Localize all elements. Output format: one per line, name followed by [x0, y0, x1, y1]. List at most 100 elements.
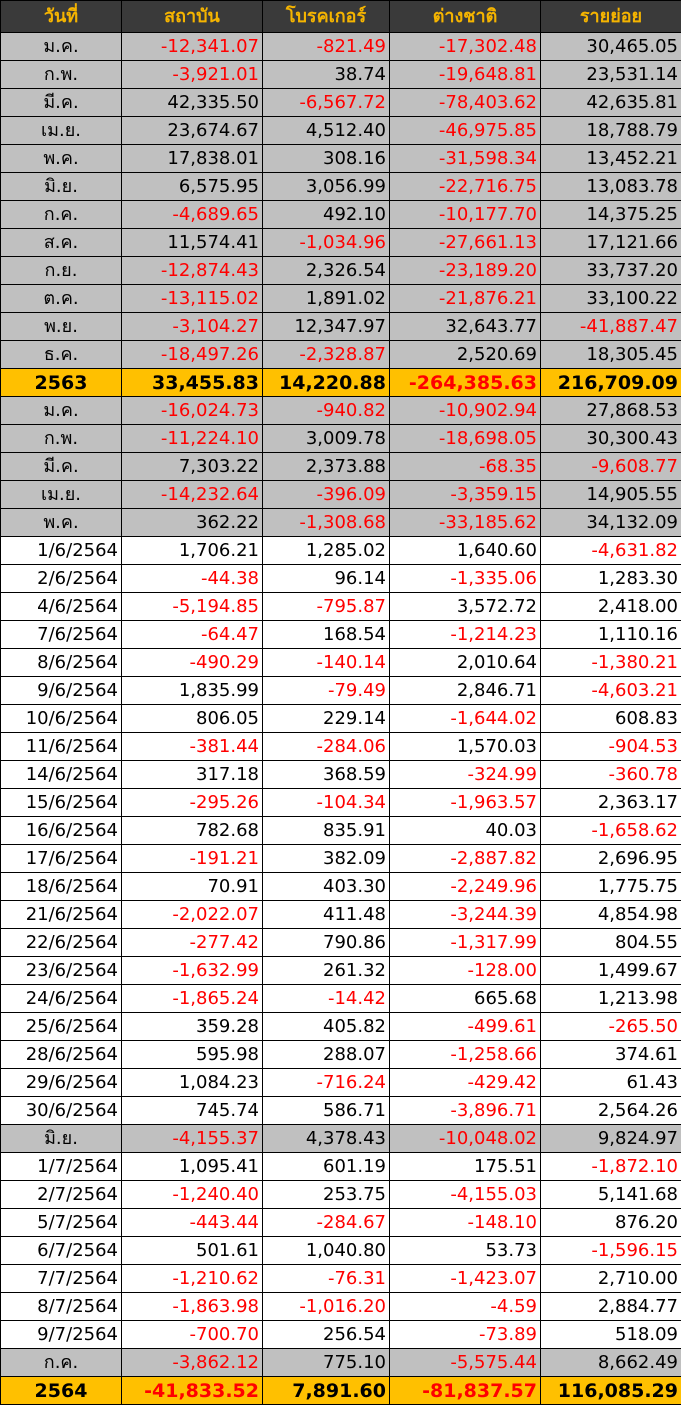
row-label: 6/7/2564: [1, 1237, 122, 1265]
cell-foreign: -22,716.75: [390, 173, 541, 201]
cell-institution: 23,674.67: [122, 117, 263, 145]
cell-institution: -18,497.26: [122, 341, 263, 369]
cell-foreign: -264,385.63: [390, 369, 541, 397]
cell-broker: 1,285.02: [263, 537, 390, 565]
cell-broker: -104.34: [263, 789, 390, 817]
cell-broker: 403.30: [263, 873, 390, 901]
cell-foreign: -31,598.34: [390, 145, 541, 173]
cell-retail: 1,110.16: [541, 621, 681, 649]
cell-broker: 3,009.78: [263, 425, 390, 453]
header-foreign: ต่างชาติ: [390, 1, 541, 33]
cell-institution: 1,835.99: [122, 677, 263, 705]
cell-foreign: -429.42: [390, 1069, 541, 1097]
cell-broker: 775.10: [263, 1349, 390, 1377]
cell-foreign: -3,896.71: [390, 1097, 541, 1125]
cell-foreign: -68.35: [390, 453, 541, 481]
cell-institution: -3,104.27: [122, 313, 263, 341]
cell-institution: -41,833.52: [122, 1377, 263, 1405]
cell-retail: -1,872.10: [541, 1153, 681, 1181]
cell-foreign: -2,887.82: [390, 845, 541, 873]
cell-institution: -3,921.01: [122, 61, 263, 89]
cell-retail: 116,085.29: [541, 1377, 681, 1405]
cell-foreign: -3,244.39: [390, 901, 541, 929]
cell-institution: 595.98: [122, 1041, 263, 1069]
cell-foreign: 665.68: [390, 985, 541, 1013]
cell-broker: 288.07: [263, 1041, 390, 1069]
cell-institution: 1,095.41: [122, 1153, 263, 1181]
cell-foreign: -324.99: [390, 761, 541, 789]
cell-retail: 2,363.17: [541, 789, 681, 817]
cell-broker: -940.82: [263, 397, 390, 425]
row-label: 8/7/2564: [1, 1293, 122, 1321]
cell-retail: 374.61: [541, 1041, 681, 1069]
cell-retail: 27,868.53: [541, 397, 681, 425]
cell-retail: 14,905.55: [541, 481, 681, 509]
cell-broker: -1,034.96: [263, 229, 390, 257]
cell-broker: 2,326.54: [263, 257, 390, 285]
header-institution: สถาบัน: [122, 1, 263, 33]
cell-institution: -2,022.07: [122, 901, 263, 929]
cell-retail: 2,884.77: [541, 1293, 681, 1321]
cell-broker: 12,347.97: [263, 313, 390, 341]
cell-broker: 382.09: [263, 845, 390, 873]
cell-retail: 18,305.45: [541, 341, 681, 369]
cell-institution: 42,335.50: [122, 89, 263, 117]
cell-broker: -1,016.20: [263, 1293, 390, 1321]
row-label: ก.ย.: [1, 257, 122, 285]
row-label: 7/7/2564: [1, 1265, 122, 1293]
row-label: 14/6/2564: [1, 761, 122, 789]
cell-foreign: -1,963.57: [390, 789, 541, 817]
row-label: พ.ค.: [1, 509, 122, 537]
row-label: มี.ค.: [1, 89, 122, 117]
cell-retail: -4,631.82: [541, 537, 681, 565]
cell-institution: -1,865.24: [122, 985, 263, 1013]
row-label: 29/6/2564: [1, 1069, 122, 1097]
cell-retail: -4,603.21: [541, 677, 681, 705]
cell-broker: -716.24: [263, 1069, 390, 1097]
cell-foreign: -1,214.23: [390, 621, 541, 649]
cell-institution: -14,232.64: [122, 481, 263, 509]
cell-institution: 17,838.01: [122, 145, 263, 173]
row-label: 28/6/2564: [1, 1041, 122, 1069]
row-label: พ.ค.: [1, 145, 122, 173]
row-label: 5/7/2564: [1, 1209, 122, 1237]
cell-institution: -1,632.99: [122, 957, 263, 985]
cell-retail: 4,854.98: [541, 901, 681, 929]
cell-retail: 23,531.14: [541, 61, 681, 89]
cell-institution: -490.29: [122, 649, 263, 677]
cell-broker: 1,891.02: [263, 285, 390, 313]
cell-institution: -3,862.12: [122, 1349, 263, 1377]
cell-retail: 2,418.00: [541, 593, 681, 621]
cell-foreign: -1,317.99: [390, 929, 541, 957]
cell-institution: -700.70: [122, 1321, 263, 1349]
cell-broker: -14.42: [263, 985, 390, 1013]
row-label: 1/6/2564: [1, 537, 122, 565]
cell-foreign: -78,403.62: [390, 89, 541, 117]
cell-foreign: -5,575.44: [390, 1349, 541, 1377]
row-label: ก.ค.: [1, 201, 122, 229]
cell-foreign: 32,643.77: [390, 313, 541, 341]
row-label: 7/6/2564: [1, 621, 122, 649]
cell-foreign: 53.73: [390, 1237, 541, 1265]
cell-foreign: 1,570.03: [390, 733, 541, 761]
cell-retail: 30,465.05: [541, 33, 681, 61]
cell-institution: 745.74: [122, 1097, 263, 1125]
cell-foreign: -1,644.02: [390, 705, 541, 733]
row-label: มิ.ย.: [1, 173, 122, 201]
